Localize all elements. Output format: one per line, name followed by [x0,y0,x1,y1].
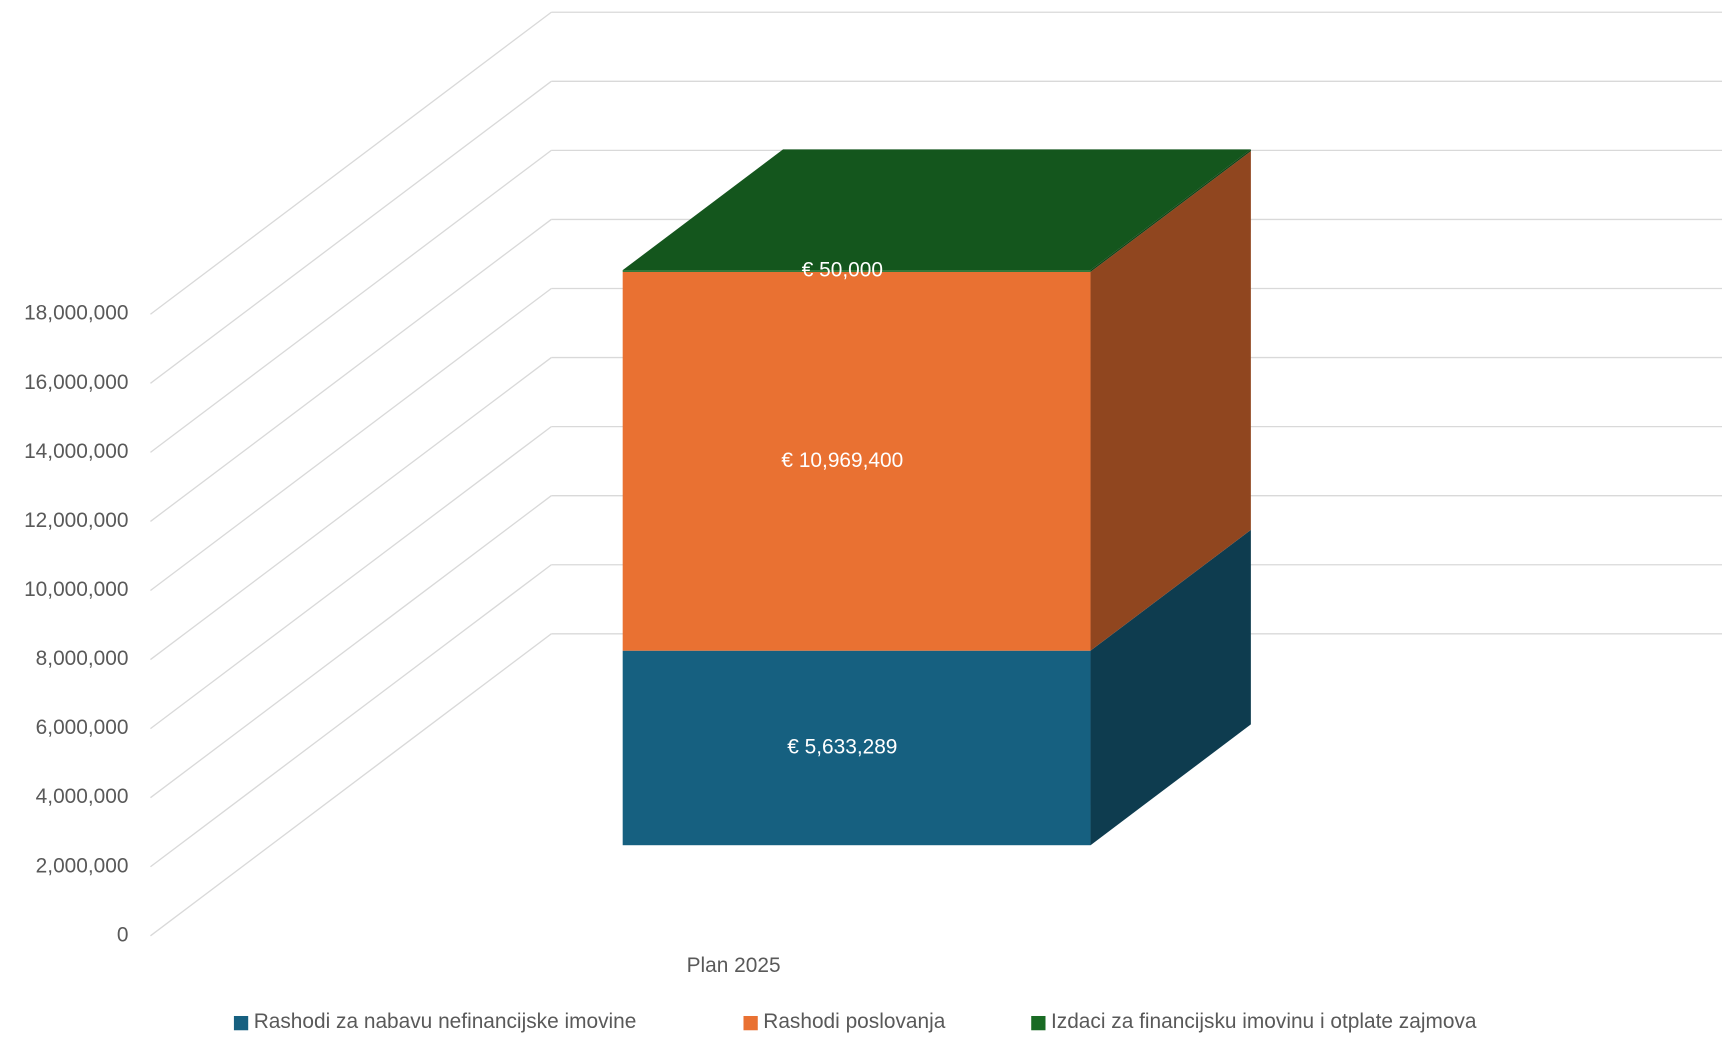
y-tick-label: 16,000,000 [24,371,128,394]
bar-front [622,650,1091,846]
grid-line [150,495,552,799]
y-tick-label: 6,000,000 [36,716,129,739]
y-tick-label: 4,000,000 [36,785,129,808]
grid-line [150,287,552,592]
bar-front [622,271,1091,651]
grid-line [150,564,552,868]
bar-top [622,149,1251,271]
y-tick-label: 0 [117,923,129,946]
grid-line [150,218,552,522]
grid-line [150,11,552,315]
data-label: € 5,633,289 [787,735,897,758]
legend-label: Rashodi poslovanja [763,1010,945,1033]
y-tick-label: 18,000,000 [24,302,128,325]
bar-side [1090,529,1251,846]
grid-line [150,633,552,937]
y-tick-label: 8,000,000 [36,647,129,670]
legend-label: Izdaci za financijsku imovinu i otplate … [1051,1010,1477,1033]
data-label: € 50,000 [802,259,883,282]
legend-swatch [743,1015,758,1031]
x-tick-label: Plan 2025 [687,954,781,977]
grid-line [150,80,552,384]
legend-label: Rashodi za nabavu nefinancijske imovine [254,1010,637,1033]
grid-line [150,357,552,661]
legend-swatch [233,1015,249,1031]
legend-swatch [1031,1015,1046,1031]
bar-side [1090,149,1251,272]
y-tick-label: 2,000,000 [36,854,129,877]
y-tick-label: 12,000,000 [24,509,128,532]
grid-line [150,149,552,453]
bar-front [622,270,1091,272]
bar-side [1090,151,1251,651]
y-tick-label: 14,000,000 [24,440,128,463]
y-tick-label: 10,000,000 [24,578,128,601]
grid-line [150,426,552,730]
data-label: € 10,969,400 [781,449,903,472]
